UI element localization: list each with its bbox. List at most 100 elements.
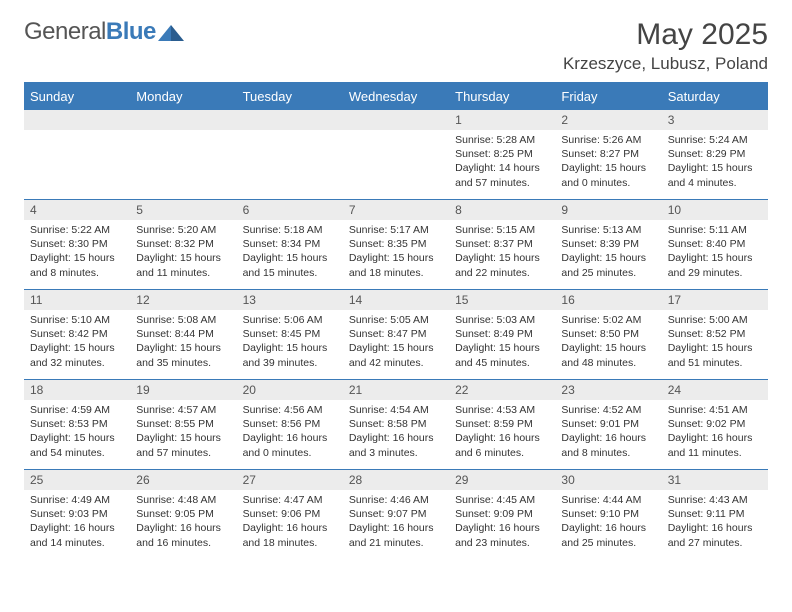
title-block: May 2025 Krzeszyce, Lubusz, Poland	[563, 18, 768, 74]
day-number: 1	[449, 109, 555, 130]
day-details: Sunrise: 5:06 AMSunset: 8:45 PMDaylight:…	[237, 310, 343, 376]
weekday-header: Wednesday	[343, 84, 449, 109]
day-number: 5	[130, 199, 236, 220]
day-details: Sunrise: 4:49 AMSunset: 9:03 PMDaylight:…	[24, 490, 130, 556]
day-number: 18	[24, 379, 130, 400]
calendar-cell: 20Sunrise: 4:56 AMSunset: 8:56 PMDayligh…	[237, 379, 343, 469]
weekday-header: Thursday	[449, 84, 555, 109]
day-number: 31	[662, 469, 768, 490]
day-details: Sunrise: 5:22 AMSunset: 8:30 PMDaylight:…	[24, 220, 130, 286]
day-details: Sunrise: 5:18 AMSunset: 8:34 PMDaylight:…	[237, 220, 343, 286]
calendar-cell: 12Sunrise: 5:08 AMSunset: 8:44 PMDayligh…	[130, 289, 236, 379]
weekday-header: Sunday	[24, 84, 130, 109]
calendar-cell: 14Sunrise: 5:05 AMSunset: 8:47 PMDayligh…	[343, 289, 449, 379]
day-number: 14	[343, 289, 449, 310]
day-details: Sunrise: 5:03 AMSunset: 8:49 PMDaylight:…	[449, 310, 555, 376]
weekday-header: Saturday	[662, 84, 768, 109]
day-number: 16	[555, 289, 661, 310]
day-number	[130, 109, 236, 130]
day-number: 17	[662, 289, 768, 310]
day-number: 29	[449, 469, 555, 490]
calendar-cell	[24, 109, 130, 199]
logo-text: GeneralBlue	[24, 18, 156, 46]
calendar-cell: 13Sunrise: 5:06 AMSunset: 8:45 PMDayligh…	[237, 289, 343, 379]
calendar-cell: 22Sunrise: 4:53 AMSunset: 8:59 PMDayligh…	[449, 379, 555, 469]
weekday-header: Tuesday	[237, 84, 343, 109]
day-details: Sunrise: 4:44 AMSunset: 9:10 PMDaylight:…	[555, 490, 661, 556]
day-details: Sunrise: 4:43 AMSunset: 9:11 PMDaylight:…	[662, 490, 768, 556]
month-title: May 2025	[563, 18, 768, 52]
calendar-body: 1Sunrise: 5:28 AMSunset: 8:25 PMDaylight…	[24, 109, 768, 559]
weekday-header: Monday	[130, 84, 236, 109]
day-details: Sunrise: 5:24 AMSunset: 8:29 PMDaylight:…	[662, 130, 768, 196]
day-number: 21	[343, 379, 449, 400]
location-text: Krzeszyce, Lubusz, Poland	[563, 54, 768, 74]
calendar-cell: 5Sunrise: 5:20 AMSunset: 8:32 PMDaylight…	[130, 199, 236, 289]
day-details: Sunrise: 4:51 AMSunset: 9:02 PMDaylight:…	[662, 400, 768, 466]
day-details: Sunrise: 5:28 AMSunset: 8:25 PMDaylight:…	[449, 130, 555, 196]
day-number: 22	[449, 379, 555, 400]
day-number	[24, 109, 130, 130]
day-number: 8	[449, 199, 555, 220]
weekday-header-row: SundayMondayTuesdayWednesdayThursdayFrid…	[24, 84, 768, 109]
logo-triangle-icon	[158, 23, 184, 41]
day-number: 24	[662, 379, 768, 400]
calendar-cell: 17Sunrise: 5:00 AMSunset: 8:52 PMDayligh…	[662, 289, 768, 379]
calendar-cell: 29Sunrise: 4:45 AMSunset: 9:09 PMDayligh…	[449, 469, 555, 559]
calendar-cell	[343, 109, 449, 199]
calendar-row: 18Sunrise: 4:59 AMSunset: 8:53 PMDayligh…	[24, 379, 768, 469]
calendar-cell: 2Sunrise: 5:26 AMSunset: 8:27 PMDaylight…	[555, 109, 661, 199]
day-number: 13	[237, 289, 343, 310]
calendar-cell: 30Sunrise: 4:44 AMSunset: 9:10 PMDayligh…	[555, 469, 661, 559]
day-number: 19	[130, 379, 236, 400]
day-details: Sunrise: 4:57 AMSunset: 8:55 PMDaylight:…	[130, 400, 236, 466]
calendar-row: 1Sunrise: 5:28 AMSunset: 8:25 PMDaylight…	[24, 109, 768, 199]
day-details: Sunrise: 5:02 AMSunset: 8:50 PMDaylight:…	[555, 310, 661, 376]
day-number: 28	[343, 469, 449, 490]
day-number: 4	[24, 199, 130, 220]
day-details: Sunrise: 5:05 AMSunset: 8:47 PMDaylight:…	[343, 310, 449, 376]
day-details: Sunrise: 5:00 AMSunset: 8:52 PMDaylight:…	[662, 310, 768, 376]
day-details: Sunrise: 4:45 AMSunset: 9:09 PMDaylight:…	[449, 490, 555, 556]
day-number: 30	[555, 469, 661, 490]
day-details: Sunrise: 5:11 AMSunset: 8:40 PMDaylight:…	[662, 220, 768, 286]
calendar-cell: 4Sunrise: 5:22 AMSunset: 8:30 PMDaylight…	[24, 199, 130, 289]
day-details: Sunrise: 4:59 AMSunset: 8:53 PMDaylight:…	[24, 400, 130, 466]
day-details: Sunrise: 4:56 AMSunset: 8:56 PMDaylight:…	[237, 400, 343, 466]
day-number: 11	[24, 289, 130, 310]
calendar-cell: 15Sunrise: 5:03 AMSunset: 8:49 PMDayligh…	[449, 289, 555, 379]
day-details: Sunrise: 5:10 AMSunset: 8:42 PMDaylight:…	[24, 310, 130, 376]
day-details: Sunrise: 4:52 AMSunset: 9:01 PMDaylight:…	[555, 400, 661, 466]
day-number: 27	[237, 469, 343, 490]
day-number: 26	[130, 469, 236, 490]
logo-word2: Blue	[106, 18, 156, 45]
day-number: 9	[555, 199, 661, 220]
calendar-cell: 23Sunrise: 4:52 AMSunset: 9:01 PMDayligh…	[555, 379, 661, 469]
day-number: 15	[449, 289, 555, 310]
calendar-cell: 3Sunrise: 5:24 AMSunset: 8:29 PMDaylight…	[662, 109, 768, 199]
logo: GeneralBlue	[24, 18, 184, 46]
day-number	[343, 109, 449, 130]
day-details: Sunrise: 5:15 AMSunset: 8:37 PMDaylight:…	[449, 220, 555, 286]
day-number	[237, 109, 343, 130]
calendar-cell: 16Sunrise: 5:02 AMSunset: 8:50 PMDayligh…	[555, 289, 661, 379]
calendar-cell: 6Sunrise: 5:18 AMSunset: 8:34 PMDaylight…	[237, 199, 343, 289]
calendar-cell: 11Sunrise: 5:10 AMSunset: 8:42 PMDayligh…	[24, 289, 130, 379]
day-number: 20	[237, 379, 343, 400]
calendar-cell: 27Sunrise: 4:47 AMSunset: 9:06 PMDayligh…	[237, 469, 343, 559]
day-number: 7	[343, 199, 449, 220]
calendar-row: 25Sunrise: 4:49 AMSunset: 9:03 PMDayligh…	[24, 469, 768, 559]
calendar-table: SundayMondayTuesdayWednesdayThursdayFrid…	[24, 84, 768, 559]
calendar-cell: 9Sunrise: 5:13 AMSunset: 8:39 PMDaylight…	[555, 199, 661, 289]
header: GeneralBlue May 2025 Krzeszyce, Lubusz, …	[24, 18, 768, 74]
day-details: Sunrise: 4:54 AMSunset: 8:58 PMDaylight:…	[343, 400, 449, 466]
day-details: Sunrise: 5:13 AMSunset: 8:39 PMDaylight:…	[555, 220, 661, 286]
weekday-header: Friday	[555, 84, 661, 109]
day-details: Sunrise: 5:17 AMSunset: 8:35 PMDaylight:…	[343, 220, 449, 286]
calendar-cell: 26Sunrise: 4:48 AMSunset: 9:05 PMDayligh…	[130, 469, 236, 559]
calendar-cell: 28Sunrise: 4:46 AMSunset: 9:07 PMDayligh…	[343, 469, 449, 559]
calendar-cell: 10Sunrise: 5:11 AMSunset: 8:40 PMDayligh…	[662, 199, 768, 289]
calendar-cell: 25Sunrise: 4:49 AMSunset: 9:03 PMDayligh…	[24, 469, 130, 559]
calendar-cell	[130, 109, 236, 199]
calendar-cell: 21Sunrise: 4:54 AMSunset: 8:58 PMDayligh…	[343, 379, 449, 469]
